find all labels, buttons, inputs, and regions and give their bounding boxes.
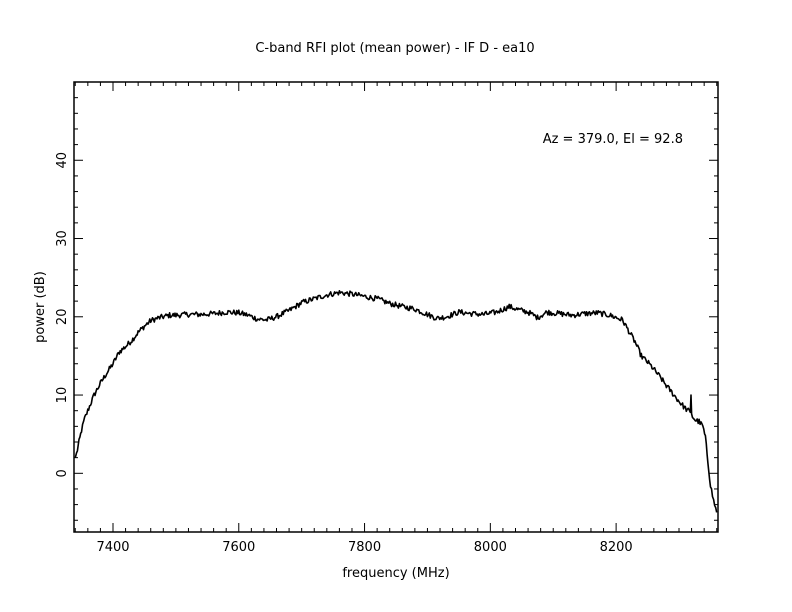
y-tick-label: 30 xyxy=(55,230,70,247)
x-tick-label: 8000 xyxy=(474,540,507,555)
plot-frame xyxy=(73,81,719,533)
x-tick-label: 7800 xyxy=(348,540,381,555)
major-ticks xyxy=(74,82,718,532)
minor-ticks xyxy=(74,81,718,532)
x-tick-label: 8200 xyxy=(600,540,633,555)
y-tick-labels: 0 10 20 30 40 xyxy=(55,152,70,477)
x-tick-labels: 7400 7600 7800 8000 8200 xyxy=(96,540,632,555)
chart-title: C-band RFI plot (mean power) - IF D - ea… xyxy=(255,41,534,56)
y-tick-label: 20 xyxy=(55,309,70,326)
y-tick-label: 0 xyxy=(55,469,70,477)
x-tick-label: 7600 xyxy=(222,540,255,555)
y-tick-label: 10 xyxy=(55,387,70,404)
x-axis-label: frequency (MHz) xyxy=(342,566,449,581)
series-line xyxy=(74,290,718,513)
pointing-annotation: Az = 379.0, El = 92.8 xyxy=(543,132,683,147)
y-tick-label: 40 xyxy=(55,152,70,169)
x-tick-label: 7400 xyxy=(96,540,129,555)
y-axis-label: power (dB) xyxy=(33,271,48,343)
